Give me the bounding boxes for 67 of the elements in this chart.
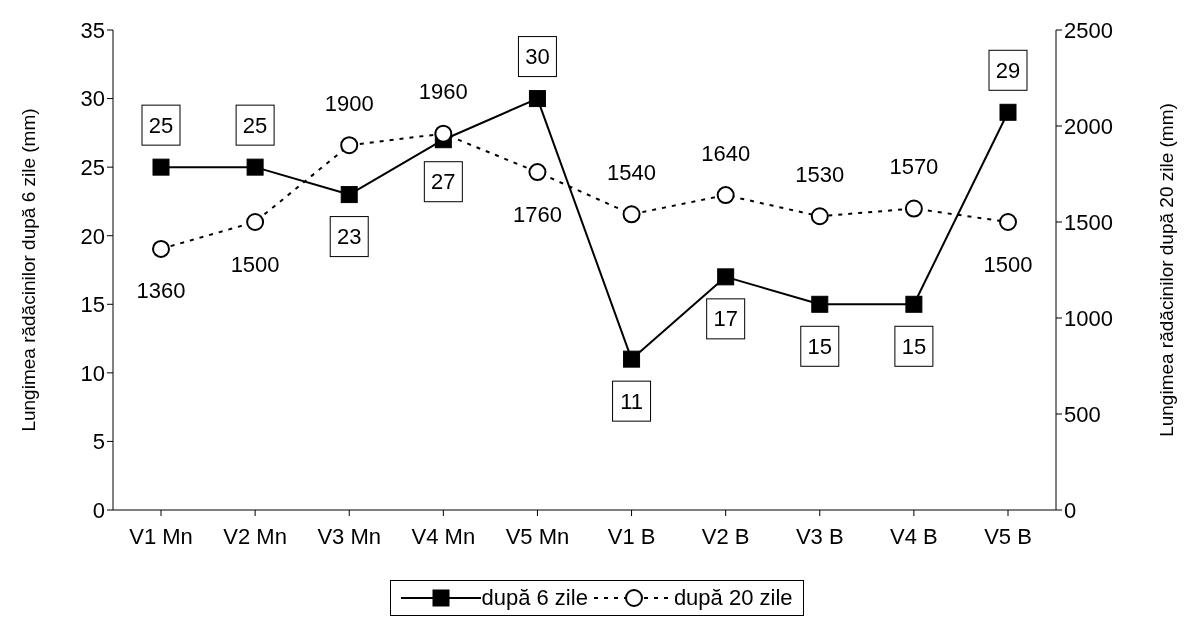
- y2-axis-title: Lungimea rădăcinilor după 20 zile (mm): [1155, 103, 1177, 437]
- point: [999, 103, 1017, 121]
- point: [152, 158, 170, 176]
- data-label: 1500: [983, 251, 1033, 277]
- x-tick-label: V5 Mn: [505, 523, 570, 549]
- y2-tick-label: 1500: [1064, 209, 1113, 235]
- y-tick-label: 5: [92, 429, 105, 455]
- y-tick-label: 35: [80, 17, 105, 43]
- point: [246, 213, 265, 231]
- point: [434, 124, 453, 143]
- y2-tick-label: 0: [1064, 497, 1077, 523]
- y-tick-label: 10: [80, 360, 105, 386]
- data-label: 1530: [795, 161, 845, 187]
- data-label: 1360: [136, 278, 186, 304]
- point: [810, 207, 829, 226]
- data-label: 1500: [230, 251, 280, 277]
- y-tick-label: 0: [92, 497, 105, 523]
- data-label: 1760: [512, 201, 562, 227]
- y2-tick-label: 2500: [1064, 17, 1113, 43]
- data-label: 17: [713, 306, 738, 332]
- data-label: 1540: [607, 159, 657, 185]
- y-tick-label: 30: [80, 86, 105, 112]
- legend-label: după 20 zile: [673, 585, 793, 611]
- point: [340, 186, 358, 204]
- data-label: 30: [525, 44, 550, 70]
- data-label: 1570: [889, 154, 939, 180]
- data-label: 27: [431, 169, 456, 195]
- x-tick-label: V2 B: [701, 523, 750, 549]
- x-tick-label: V5 B: [984, 523, 1032, 549]
- point: [811, 295, 829, 313]
- point: [999, 213, 1017, 231]
- legend-label: după 6 zile: [481, 585, 588, 611]
- data-label: 1640: [701, 140, 751, 166]
- point: [622, 205, 641, 224]
- x-tick-label: V1 Mn: [129, 523, 193, 549]
- data-label: 15: [807, 333, 833, 359]
- point: [905, 295, 923, 313]
- y-tick-label: 25: [80, 154, 105, 180]
- y2-tick-label: 2000: [1064, 113, 1113, 139]
- data-label: 15: [901, 333, 927, 359]
- y-axis-title: Lungimea rădăcinilor după 6 zile (mm): [17, 108, 39, 432]
- point: [246, 158, 264, 176]
- data-label: 1960: [418, 79, 468, 105]
- data-label: 23: [336, 224, 362, 250]
- x-tick-label: V1 B: [607, 523, 656, 549]
- point: [904, 199, 923, 218]
- point: [623, 350, 641, 368]
- point: [717, 268, 735, 286]
- data-label: 25: [242, 112, 268, 138]
- data-label: 29: [995, 57, 1021, 83]
- data-label: 25: [148, 112, 174, 138]
- point: [340, 136, 359, 155]
- point: [152, 239, 170, 258]
- y2-tick-label: 1000: [1064, 305, 1113, 331]
- y2-tick-label: 500: [1064, 401, 1101, 427]
- point: [528, 90, 546, 108]
- x-tick-label: V2 Mn: [223, 523, 287, 549]
- point: [716, 186, 735, 205]
- data-label: 11: [620, 388, 643, 414]
- y-tick-label: 20: [80, 223, 105, 249]
- x-tick-label: V3 B: [795, 523, 844, 549]
- x-tick-label: V4 B: [890, 523, 938, 549]
- y-tick-label: 15: [80, 292, 105, 318]
- data-label: 1900: [324, 90, 374, 116]
- point: [528, 163, 547, 182]
- x-tick-label: V3 Mn: [317, 523, 382, 549]
- x-tick-label: V4 Mn: [411, 523, 476, 549]
